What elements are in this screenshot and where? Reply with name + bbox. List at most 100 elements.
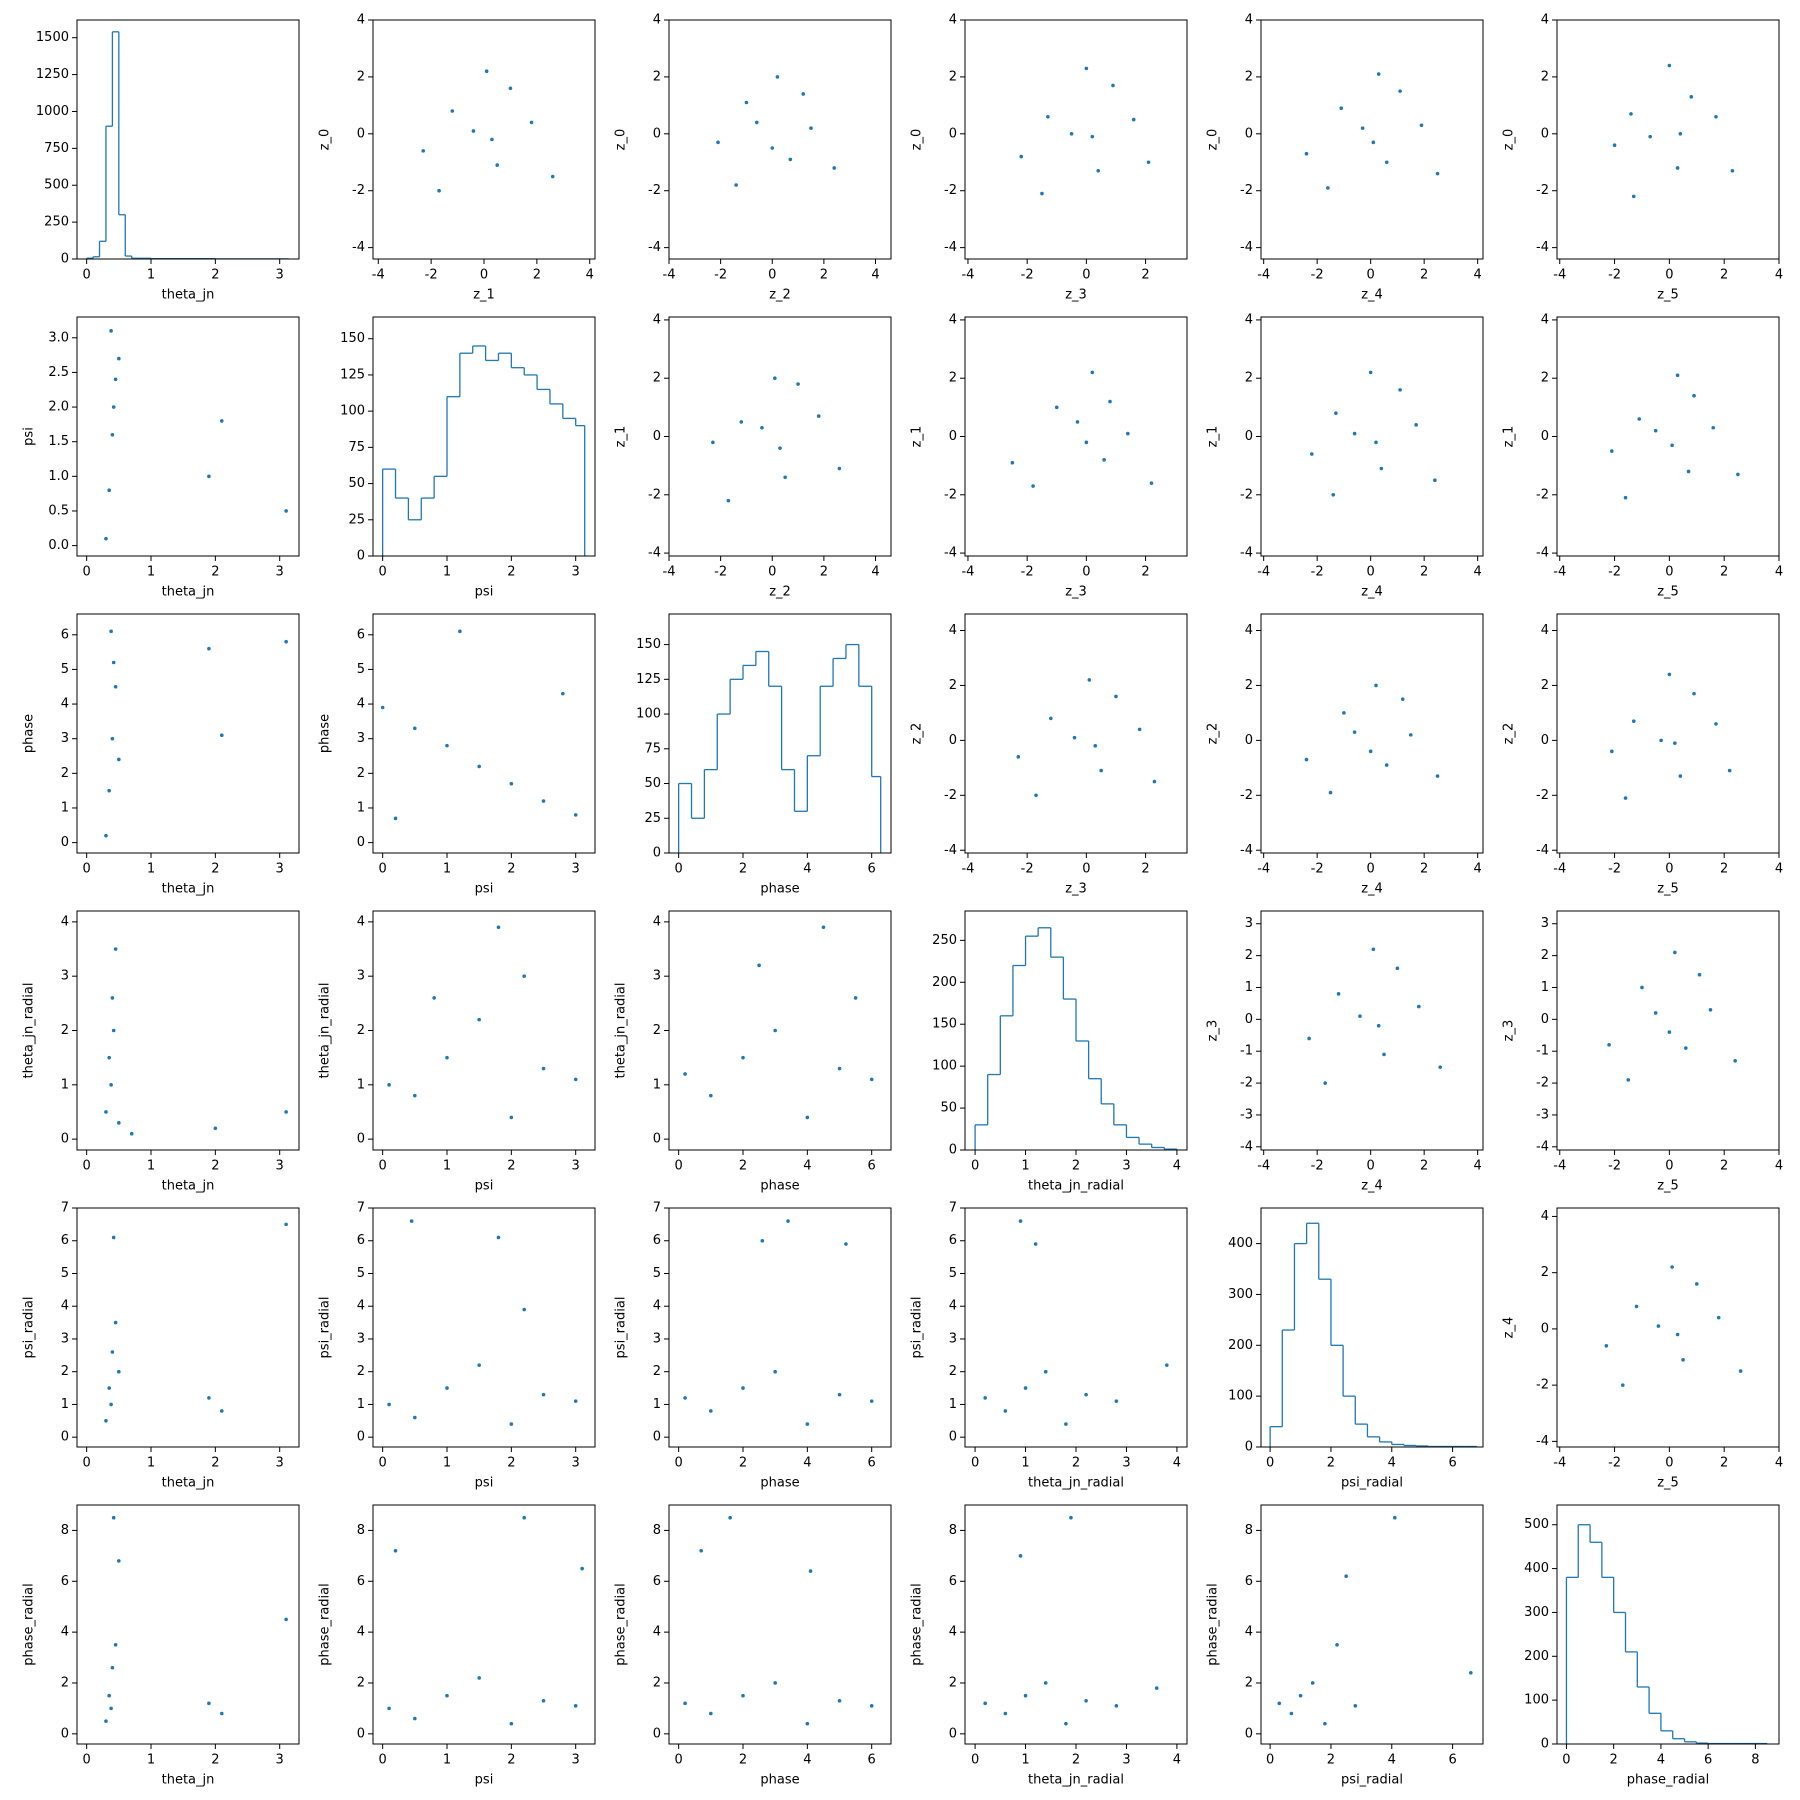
scatter-point [1678, 132, 1683, 136]
y-tick-label: 4 [61, 914, 69, 929]
y-tick-label: 6 [1245, 1574, 1253, 1589]
scatter-point [683, 1396, 687, 1400]
scatter-point [107, 1693, 111, 1698]
scatter-point [1469, 1671, 1473, 1675]
y-tick-label: 250 [932, 933, 957, 948]
scatter-point [1610, 749, 1614, 754]
scatter-point [711, 440, 715, 445]
scatter-point [1090, 134, 1095, 139]
scatter-point [1137, 727, 1142, 732]
x-tick-label: 1 [147, 1456, 155, 1471]
y-tick-label: 100 [1524, 1693, 1549, 1708]
y-tick-label: 4 [1245, 623, 1253, 638]
y-axis-label: theta_jn_radial [22, 982, 37, 1078]
scatter-point [837, 1392, 842, 1397]
y-tick-label: 4 [653, 1299, 661, 1314]
y-tick-label: 50 [940, 1101, 957, 1116]
x-tick-label: 0 [1367, 268, 1375, 283]
x-tick-label: -2 [1608, 1159, 1621, 1174]
scatter-point [107, 488, 111, 492]
scatter-point [110, 996, 115, 1000]
x-tick-label: 0 [1665, 1159, 1673, 1174]
scatter-point [1376, 72, 1381, 76]
y-tick-label: 0 [949, 429, 957, 444]
y-tick-label: 2 [1541, 69, 1549, 84]
x-tick-label: 0 [675, 1159, 683, 1174]
y-tick-label: 100 [1228, 1389, 1253, 1404]
x-tick-label: -2 [1021, 565, 1034, 580]
scatter-point [117, 1559, 121, 1563]
scatter-point [832, 166, 837, 170]
scatter-point [1072, 735, 1077, 740]
x-tick-label: 4 [803, 1753, 811, 1768]
x-tick-label: 4 [1388, 1456, 1396, 1471]
scatter-point [754, 120, 759, 125]
y-axis-label: z_0 [910, 129, 925, 151]
y-tick-label: 1250 [36, 67, 69, 82]
y-axis-label: phase_radial [614, 1583, 629, 1665]
x-tick-label: 1 [443, 1159, 451, 1174]
x-tick-label: -2 [425, 268, 438, 283]
x-tick-label: -4 [1257, 862, 1270, 877]
y-tick-label: 3 [357, 731, 365, 746]
x-tick-label: 0 [83, 1456, 91, 1471]
scatter-point [1667, 1030, 1672, 1034]
scatter-point [450, 109, 455, 113]
scatter-point [109, 1402, 113, 1407]
y-tick-label: 3 [61, 969, 69, 984]
axes-frame [1556, 613, 1780, 854]
scatter-point [1659, 738, 1663, 743]
x-tick-label: 2 [507, 565, 515, 580]
scatter-point [413, 1716, 417, 1721]
scatter-point [816, 414, 821, 418]
scatter-point [284, 1110, 288, 1114]
y-tick-label: -4 [944, 546, 957, 561]
y-axis-label: psi_radial [910, 1297, 925, 1359]
scatter-point [1675, 166, 1680, 170]
scatter-point [778, 446, 782, 450]
scatter-point [477, 764, 481, 769]
scatter-point [207, 646, 211, 651]
x-axis-label: z_4 [1361, 288, 1383, 303]
x-axis-label: z_2 [769, 585, 791, 600]
y-tick-label: 50 [644, 776, 661, 791]
scatter-point [437, 188, 441, 193]
y-tick-label: 4 [1245, 13, 1253, 28]
scatter-point [1003, 1409, 1008, 1413]
scatter-point [104, 1419, 108, 1423]
y-tick-label: 1500 [36, 30, 69, 45]
x-tick-label: 3 [276, 1456, 284, 1471]
scatter-point [111, 1515, 116, 1520]
scatter-point [380, 705, 385, 710]
scatter-point [1736, 472, 1740, 477]
scatter-point [113, 377, 118, 382]
scatter-point [1623, 796, 1628, 800]
scatter-point [1398, 388, 1402, 392]
y-tick-label: 5 [61, 1266, 69, 1281]
scatter-point [1331, 492, 1336, 497]
scatter-point [805, 1115, 810, 1120]
y-tick-label: -2 [1536, 183, 1549, 198]
scatter-point [471, 129, 476, 133]
axes-frame [1556, 1207, 1780, 1448]
x-axis-label: psi_radial [1341, 1476, 1403, 1491]
y-tick-label: 200 [1228, 1338, 1253, 1353]
y-tick-label: 2.5 [48, 365, 69, 380]
scatter-point [508, 86, 513, 91]
scatter-point [1096, 168, 1100, 173]
y-tick-label: 1 [653, 1077, 661, 1092]
scatter-point [387, 1402, 391, 1407]
y-tick-label: 2 [1245, 1675, 1253, 1690]
y-tick-label: 5 [949, 1266, 957, 1281]
y-tick-label: 0 [949, 733, 957, 748]
scatter-point [445, 743, 449, 748]
y-tick-label: 0 [949, 1726, 957, 1741]
x-tick-label: -2 [1608, 268, 1621, 283]
axes-frame [372, 316, 596, 557]
y-tick-label: 4 [949, 623, 957, 638]
scatter-point [1711, 425, 1716, 430]
x-tick-label: 2 [507, 1753, 515, 1768]
x-axis-label: psi [475, 585, 494, 600]
y-tick-label: 6 [357, 627, 365, 642]
x-tick-label: 2 [1420, 268, 1428, 283]
